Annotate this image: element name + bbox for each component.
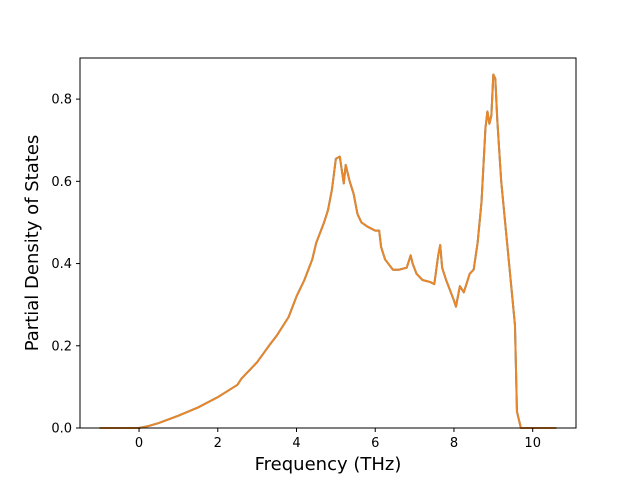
series-line-2: [99, 73, 557, 429]
x-axis-label: Frequency (THz): [255, 454, 402, 475]
x-tick-label: 8: [450, 436, 458, 451]
x-tick-label: 10: [524, 436, 541, 451]
x-tick-label: 0: [135, 436, 143, 451]
series-layer: [99, 73, 557, 429]
x-tick-label: 6: [371, 436, 379, 451]
x-tick-label: 2: [214, 436, 222, 451]
y-axis-label: Partial Density of States: [22, 135, 43, 352]
y-tick-label: 0.6: [51, 175, 72, 190]
x-axis-ticks: 0 2 4 6 8 10: [135, 428, 541, 451]
y-tick-label: 0.0: [51, 422, 72, 437]
axes-frame: [79, 57, 577, 429]
y-tick-label: 0.2: [51, 339, 72, 354]
y-axis-ticks: 0.0 0.2 0.4 0.6 0.8: [51, 93, 80, 437]
y-tick-label: 0.8: [51, 93, 72, 108]
y-tick-label: 0.4: [51, 257, 72, 272]
x-tick-label: 4: [292, 436, 300, 451]
